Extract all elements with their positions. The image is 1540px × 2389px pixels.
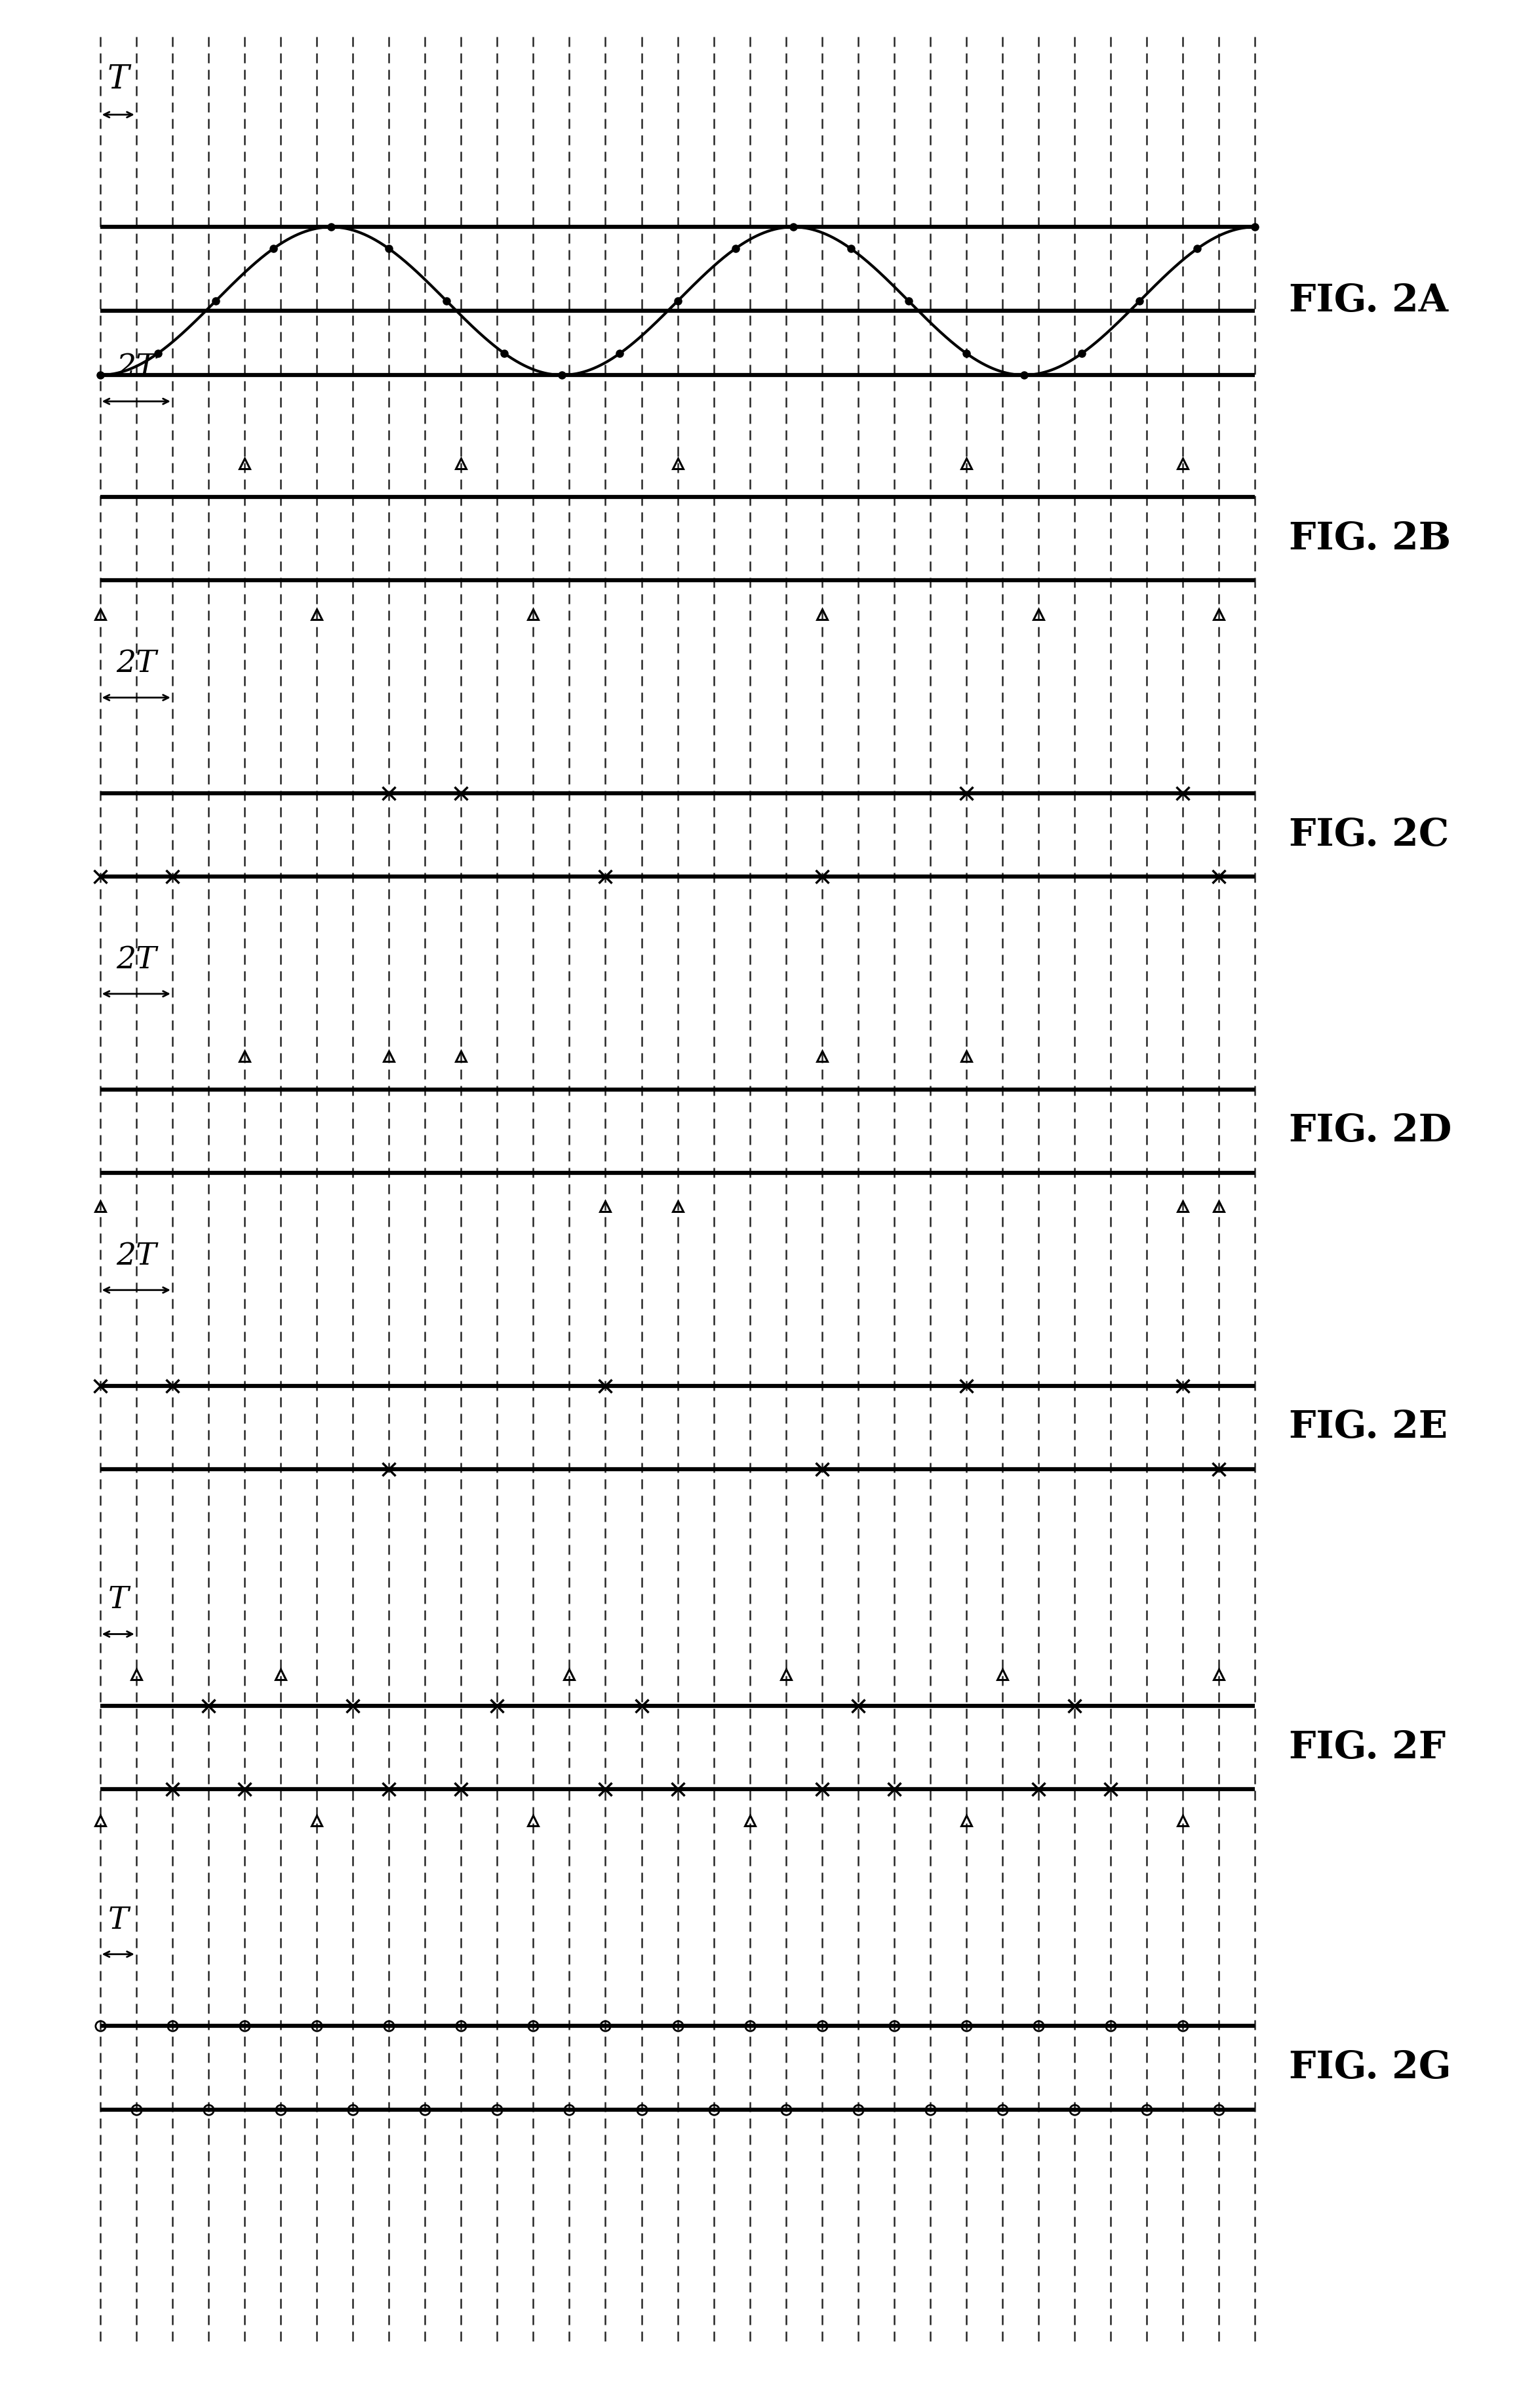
Text: FIG. 2F: FIG. 2F xyxy=(1289,1730,1446,1765)
Text: FIG. 2A: FIG. 2A xyxy=(1289,282,1448,320)
Text: FIG. 2D: FIG. 2D xyxy=(1289,1113,1452,1149)
Text: T: T xyxy=(108,1586,128,1615)
Text: FIG. 2C: FIG. 2C xyxy=(1289,817,1449,853)
Text: 2T: 2T xyxy=(115,1242,157,1271)
Text: 2T: 2T xyxy=(115,650,157,678)
Text: 2T: 2T xyxy=(115,354,157,382)
Text: FIG. 2B: FIG. 2B xyxy=(1289,521,1451,557)
Text: FIG. 2E: FIG. 2E xyxy=(1289,1410,1448,1445)
Text: FIG. 2G: FIG. 2G xyxy=(1289,2050,1451,2086)
Text: T: T xyxy=(108,1906,128,1935)
Text: 2T: 2T xyxy=(115,946,157,975)
Text: T: T xyxy=(108,62,129,96)
